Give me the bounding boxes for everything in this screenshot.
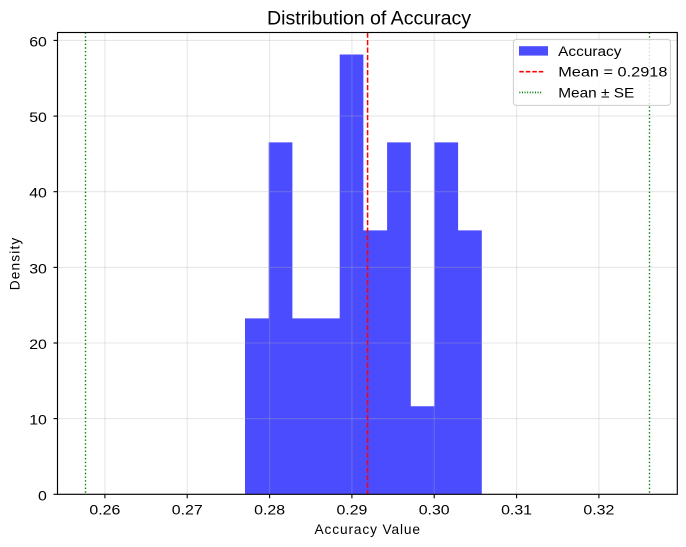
svg-text:Density: Density	[8, 238, 23, 291]
svg-text:0.29: 0.29	[336, 503, 367, 518]
svg-text:20: 20	[29, 338, 47, 353]
svg-text:10: 10	[29, 414, 47, 429]
svg-text:30: 30	[29, 262, 47, 277]
svg-text:0.26: 0.26	[89, 503, 120, 518]
svg-text:Distribution of Accuracy: Distribution of Accuracy	[267, 7, 471, 29]
svg-text:40: 40	[29, 187, 47, 202]
svg-text:0.31: 0.31	[501, 503, 532, 518]
svg-text:Accuracy Value: Accuracy Value	[315, 522, 421, 537]
svg-text:60: 60	[29, 35, 47, 50]
svg-text:50: 50	[29, 111, 47, 126]
svg-text:Mean = 0.2918: Mean = 0.2918	[558, 65, 667, 80]
svg-text:0.32: 0.32	[583, 503, 614, 518]
svg-text:Mean ± SE: Mean ± SE	[558, 86, 634, 101]
svg-text:Accuracy: Accuracy	[558, 45, 622, 60]
svg-text:0.28: 0.28	[254, 503, 285, 518]
svg-text:0: 0	[38, 489, 47, 504]
svg-text:0.30: 0.30	[419, 503, 450, 518]
svg-text:0.27: 0.27	[172, 503, 203, 518]
